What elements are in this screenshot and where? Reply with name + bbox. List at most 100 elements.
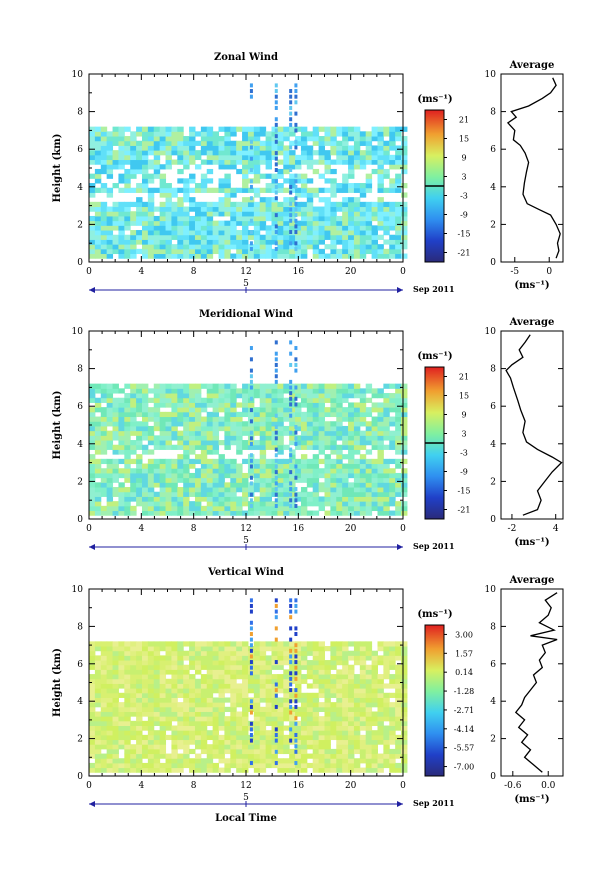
heatmap-cell <box>206 253 214 259</box>
heatmap-cell <box>100 234 108 240</box>
heatmap-cell <box>359 397 367 403</box>
heatmap-cell <box>206 683 214 689</box>
heatmap-cell <box>295 744 302 750</box>
heatmap-cell <box>136 154 143 161</box>
heatmap-cell <box>395 655 402 661</box>
heatmap-cell <box>274 179 278 184</box>
heatmap-cell <box>289 727 293 732</box>
heatmap-cell <box>389 440 396 446</box>
heatmap-cell <box>224 664 231 670</box>
heatmap-cell <box>100 164 108 170</box>
heatmap-cell <box>130 641 137 647</box>
heatmap-cell <box>89 425 96 432</box>
heatmap-cell <box>289 660 296 666</box>
heatmap-cell <box>94 739 102 745</box>
heatmap-cell <box>242 501 249 507</box>
heatmap-cell <box>147 416 155 422</box>
heatmap-cell <box>289 503 293 508</box>
heatmap-cell <box>342 706 349 712</box>
heatmap-cell <box>106 669 114 675</box>
heatmap-cell <box>236 230 243 236</box>
heatmap-cell <box>395 458 402 465</box>
heatmap-cell <box>194 739 202 745</box>
heatmap-cell <box>395 674 402 680</box>
heatmap-cell <box>318 739 325 745</box>
heatmap-cell <box>94 655 102 661</box>
heatmap-cell <box>377 449 384 455</box>
heatmap-cell <box>147 234 155 240</box>
heatmap-cell <box>212 458 220 465</box>
heatmap-cell <box>283 416 290 422</box>
average-y-tick-label: 8 <box>490 622 496 632</box>
heatmap-cell <box>218 692 225 698</box>
heatmap-cell <box>324 716 331 722</box>
heatmap-cell <box>224 416 231 422</box>
heatmap-cell <box>194 711 202 717</box>
heatmap-cell <box>124 739 131 745</box>
heatmap-cell <box>365 702 373 708</box>
heatmap-cell <box>89 664 96 670</box>
heatmap-cell <box>247 234 255 240</box>
heatmap-cell <box>300 178 308 184</box>
heatmap-cell <box>295 692 302 698</box>
heatmap-cell <box>159 234 167 240</box>
heatmap-cell <box>377 510 384 516</box>
heatmap-cell <box>136 150 143 156</box>
heatmap-cell <box>136 725 143 731</box>
heatmap-cell <box>289 650 296 656</box>
heatmap-cell <box>259 496 267 502</box>
heatmap-cell <box>253 220 261 226</box>
heatmap-cell <box>130 407 137 413</box>
heatmap-cell <box>124 650 131 656</box>
heatmap-cell <box>265 655 273 661</box>
heatmap-cell <box>112 501 119 507</box>
heatmap-cell <box>353 641 361 647</box>
heatmap-cell <box>165 192 172 198</box>
heatmap-cell <box>277 430 284 436</box>
heatmap-cell <box>271 421 278 427</box>
heatmap-cell <box>259 253 267 259</box>
heatmap-cell <box>365 425 373 432</box>
heatmap-cell <box>395 472 402 479</box>
heatmap-cell <box>118 248 125 255</box>
heatmap-cell <box>147 655 155 661</box>
heatmap-cell <box>218 641 225 647</box>
heatmap-cell <box>200 660 208 666</box>
heatmap-cell <box>277 505 284 512</box>
heatmap-cell <box>118 664 125 670</box>
heatmap-cell <box>153 734 161 741</box>
heatmap-cell <box>153 468 161 474</box>
heatmap-cell <box>353 253 361 259</box>
heatmap-cell <box>194 706 202 712</box>
heatmap-cell <box>359 230 367 236</box>
heatmap-cell <box>130 655 137 661</box>
y-tick-label: 6 <box>77 402 83 412</box>
heatmap-cell <box>389 468 396 474</box>
heatmap-cell <box>106 692 114 698</box>
heatmap-cell <box>342 416 349 422</box>
heatmap-cell <box>94 683 102 689</box>
heatmap-cell <box>147 487 155 493</box>
heatmap-cell <box>242 220 249 226</box>
heatmap-cell <box>371 416 378 422</box>
heatmap-cell <box>189 430 196 436</box>
heatmap-cell <box>177 244 184 250</box>
heatmap-cell <box>189 463 196 469</box>
heatmap-cell <box>259 244 267 250</box>
heatmap-cell <box>177 496 184 502</box>
heatmap-cell <box>342 697 349 703</box>
heatmap-cell <box>194 734 202 741</box>
heatmap-cell <box>348 496 355 502</box>
heatmap-cell <box>147 491 155 497</box>
heatmap-cell <box>359 472 367 479</box>
heatmap-cell <box>353 730 361 736</box>
heatmap-cell <box>271 416 278 422</box>
heatmap-cell <box>153 220 161 226</box>
colorbar-unit-label: (ms⁻¹) <box>417 94 452 105</box>
heatmap-cell <box>100 383 108 389</box>
heatmap-cell <box>89 678 96 684</box>
heatmap-cell <box>259 150 267 156</box>
heatmap-cell <box>94 716 102 722</box>
heatmap-cell <box>274 481 278 486</box>
heatmap-cell <box>189 692 196 698</box>
